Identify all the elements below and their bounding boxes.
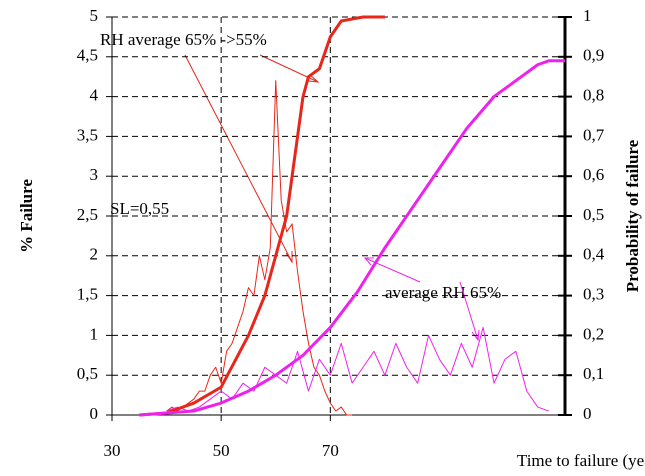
x-tick-label: 30: [104, 441, 121, 460]
y-tick-label: 2: [90, 245, 99, 264]
y2-tick-label: 0,5: [583, 205, 604, 224]
y2-tick-label: 0,9: [583, 46, 604, 65]
y-tick-label: 2,5: [77, 205, 98, 224]
y-tick-label: 1,5: [77, 285, 98, 304]
annotation: SL=0,55: [110, 199, 169, 218]
y2-tick-label: 0,4: [583, 245, 605, 264]
y-tick-label: 5: [90, 6, 99, 25]
y2-tick-label: 0,1: [583, 364, 604, 383]
arrows: [184, 54, 320, 264]
annotation: average RH 65%: [385, 283, 501, 302]
annotation: RH average 65% ->55%: [100, 30, 267, 49]
x-axis-label: Time to failure (year): [517, 451, 645, 470]
y-tick-label: 3: [90, 165, 99, 184]
y2-tick-label: 0,6: [583, 165, 604, 184]
y-tick-label: 4,5: [77, 46, 98, 65]
arrows: [363, 257, 480, 342]
y2-tick-label: 0,7: [583, 125, 605, 144]
y-tick-label: 0: [90, 404, 99, 423]
y2-tick-label: 0,2: [583, 324, 604, 343]
y-axis-label: % Failure: [17, 179, 36, 253]
line: [139, 59, 565, 417]
y2-tick-label: 0,8: [583, 86, 604, 105]
line: [139, 15, 385, 417]
y-tick-label: 0,5: [77, 364, 98, 383]
y-tick-label: 4: [90, 86, 99, 105]
y2-tick-label: 0: [583, 404, 592, 423]
y2-tick-label: 0,3: [583, 285, 604, 304]
x-tick-label: 70: [322, 441, 339, 460]
y2-axis-label: Probability of failure: [623, 139, 642, 292]
y-tick-label: 1: [90, 324, 99, 343]
x-tick-label: 50: [213, 441, 230, 460]
y-tick-label: 3,5: [77, 125, 98, 144]
y2-tick-label: 1: [583, 6, 592, 25]
line: [166, 80, 353, 416]
